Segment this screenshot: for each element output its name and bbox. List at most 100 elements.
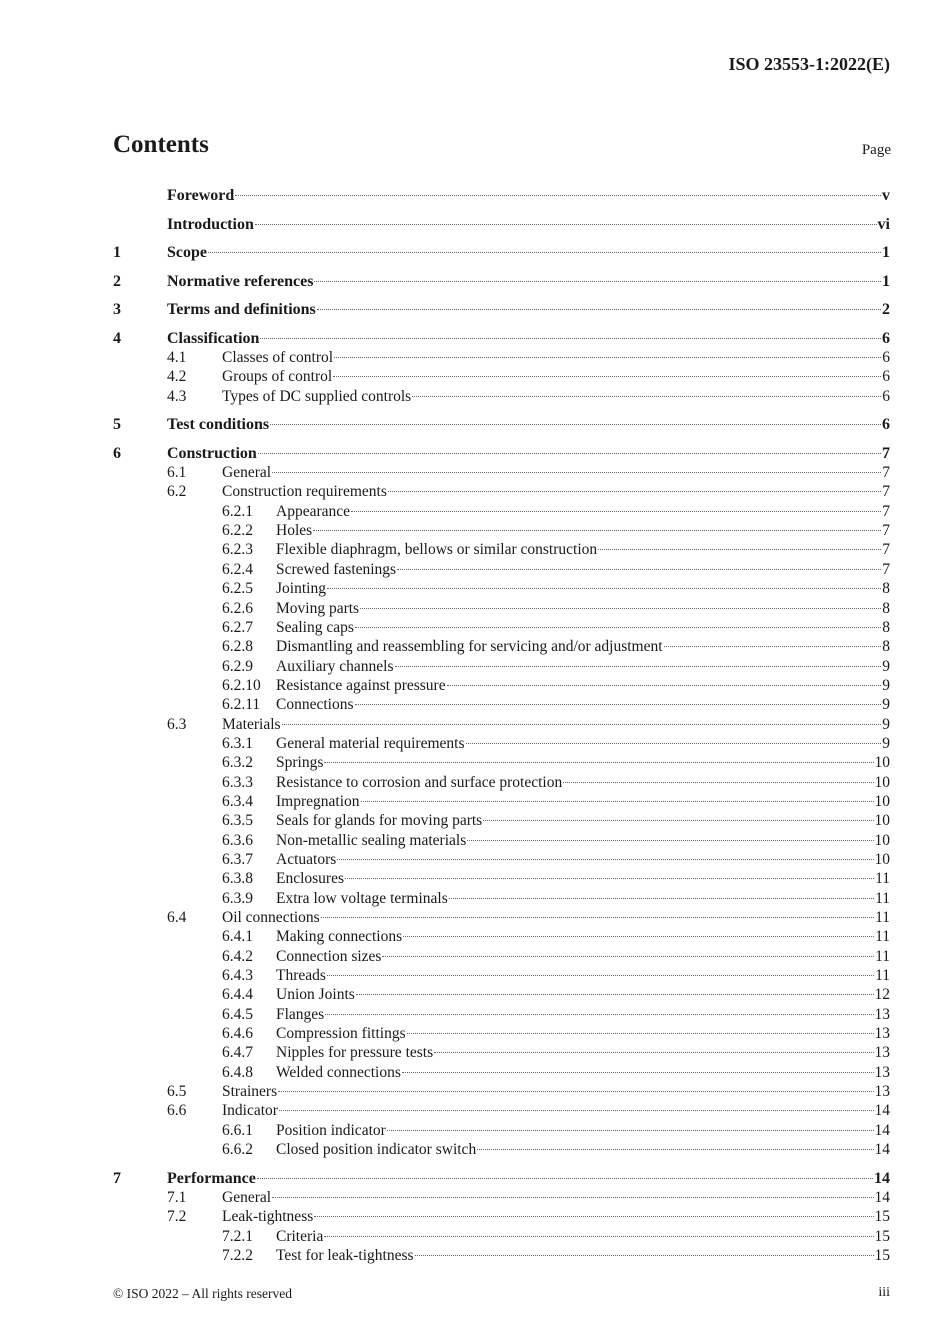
toc-entry[interactable]: 6.4.1 Making connections 11: [113, 927, 890, 946]
toc-entry[interactable]: 6.6.1 Position indicator 14: [113, 1121, 890, 1140]
toc-entry-title: Classification: [167, 329, 260, 347]
toc-entry[interactable]: 6.1 General 7: [113, 463, 890, 482]
toc-entry[interactable]: 6.3.4 Impregnation 10: [113, 792, 890, 811]
toc-entry-title: Compression fittings: [276, 1025, 406, 1043]
toc-entry[interactable]: 6.2.7 Sealing caps 8: [113, 618, 890, 637]
dot-leader: [334, 357, 882, 358]
toc-entry-page: 14: [874, 1169, 890, 1187]
copyright-notice: © ISO 2022 – All rights reserved: [113, 1286, 292, 1301]
toc-entry-title: Resistance to corrosion and surface prot…: [276, 773, 563, 791]
toc-entry[interactable]: 6.2.10 Resistance against pressure 9: [113, 676, 890, 695]
toc-entry-title: Flanges: [276, 1005, 325, 1023]
toc-entry[interactable]: 6.4.4 Union Joints 12: [113, 985, 890, 1004]
toc-entry-title: Non-metallic sealing materials: [276, 831, 467, 849]
toc-entry[interactable]: 6.4.5 Flanges 13: [113, 1005, 890, 1024]
toc-entry[interactable]: 6.4.2 Connection sizes 11: [113, 947, 890, 966]
toc-entry-title: Normative references: [167, 272, 314, 290]
dot-leader: [403, 936, 875, 938]
toc-entry[interactable]: 6.2.11 Connections 9: [113, 695, 890, 714]
toc-entry[interactable]: 4.3 Types of DC supplied controls 6: [113, 387, 890, 406]
toc-entry-number: 6.3: [167, 715, 187, 733]
toc-entry-title: Performance: [167, 1169, 256, 1187]
toc-entry[interactable]: 4 Classification 6: [113, 329, 890, 348]
toc-entry[interactable]: 7.2 Leak-tightness 15: [113, 1207, 890, 1226]
toc-entry-title: Closed position indicator switch: [276, 1141, 477, 1159]
toc-entry[interactable]: 4.2 Groups of control 6: [113, 367, 890, 386]
toc-entry[interactable]: 6.4 Oil connections 11: [113, 908, 890, 927]
toc-entry-title: Criteria: [276, 1227, 324, 1245]
toc-entry[interactable]: 7.2.1 Criteria 15: [113, 1227, 890, 1246]
dot-leader: [325, 1013, 874, 1015]
dot-leader: [320, 917, 875, 918]
toc-entry[interactable]: 6.4.8 Welded connections 13: [113, 1063, 890, 1082]
toc-entry-page: 6: [882, 368, 890, 386]
dot-leader: [465, 742, 882, 744]
toc-entry[interactable]: 6.2.1 Appearance 7: [113, 502, 890, 521]
toc-entry-title: Construction requirements: [222, 483, 387, 501]
dot-leader: [448, 897, 875, 899]
toc-entry-page: 8: [882, 580, 890, 598]
table-of-contents: Foreword v Introduction vi 1 Scope 1 2 Normative…: [113, 186, 890, 1265]
toc-entry-number: 4: [113, 329, 121, 347]
toc-entry-number: 7.2: [167, 1208, 187, 1226]
toc-entry[interactable]: 6.3.2 Springs 10: [113, 753, 890, 772]
toc-entry[interactable]: 6.2 Construction requirements 7: [113, 482, 890, 501]
toc-entry[interactable]: 6.3.5 Seals for glands for moving parts 10: [113, 811, 890, 830]
toc-entry[interactable]: 3 Terms and definitions 2: [113, 300, 890, 319]
toc-entry-title: Terms and definitions: [167, 301, 316, 319]
toc-entry[interactable]: 6.3.3 Resistance to corrosion and surface…: [113, 773, 890, 792]
toc-entry-page: 2: [882, 301, 890, 319]
toc-entry-number: 6.4.5: [222, 1005, 253, 1023]
toc-entry[interactable]: 5 Test conditions 6: [113, 415, 890, 434]
toc-entry[interactable]: 6.6 Indicator 14: [113, 1101, 890, 1120]
toc-entry[interactable]: 6.3 Materials 9: [113, 715, 890, 734]
toc-entry-page: 11: [875, 870, 890, 888]
toc-entry[interactable]: 6.2.5 Jointing 8: [113, 579, 890, 598]
toc-entry-page: 10: [874, 754, 891, 772]
toc-entry[interactable]: 6.5 Strainers 13: [113, 1082, 890, 1101]
toc-entry[interactable]: 6.2.9 Auxiliary channels 9: [113, 657, 890, 676]
toc-entry[interactable]: 7.2.2 Test for leak-tightness 15: [113, 1246, 890, 1265]
toc-entry-number: 6.4.7: [222, 1044, 253, 1062]
toc-entry[interactable]: Foreword v: [113, 186, 890, 205]
toc-entry[interactable]: 6 Construction 7: [113, 444, 890, 463]
toc-entry[interactable]: 6.2.3 Flexible diaphragm, bellows or simi…: [113, 540, 890, 559]
toc-entry[interactable]: 2 Normative references 1: [113, 272, 890, 291]
toc-entry[interactable]: 6.2.8 Dismantling and reassembling for se…: [113, 637, 890, 656]
toc-entry-page: 14: [874, 1121, 891, 1139]
toc-entry-page: 6: [882, 349, 890, 366]
toc-entry[interactable]: 6.4.3 Threads 11: [113, 966, 890, 985]
toc-entry[interactable]: 6.3.7 Actuators 10: [113, 850, 890, 869]
toc-entry[interactable]: 6.3.1 General material requirements 9: [113, 734, 890, 753]
dot-leader: [394, 665, 882, 667]
toc-entry[interactable]: 7 Performance 14: [113, 1169, 890, 1188]
toc-entry-title: Strainers: [222, 1083, 278, 1101]
toc-entry[interactable]: 6.2.4 Screwed fastenings 7: [113, 560, 890, 579]
dot-leader: [278, 1091, 874, 1093]
toc-entry-page: 14: [874, 1189, 891, 1206]
toc-entry-number: 6.3.1: [222, 734, 253, 752]
toc-entry[interactable]: 6.3.9 Extra low voltage terminals 11: [113, 889, 890, 908]
toc-entry-page: vi: [877, 215, 890, 233]
toc-entry[interactable]: 6.6.2 Closed position indicator switch 14: [113, 1140, 890, 1159]
toc-entry-title: Union Joints: [276, 986, 355, 1004]
toc-entry[interactable]: 7.1 General 14: [113, 1188, 890, 1207]
toc-entry[interactable]: 6.3.6 Non-metallic sealing materials 10: [113, 831, 890, 850]
toc-entry[interactable]: 4.1 Classes of control 6: [113, 348, 890, 367]
toc-entry[interactable]: Introduction vi: [113, 215, 890, 234]
toc-entry-title: Dismantling and reassembling for servici…: [276, 638, 663, 656]
toc-entry-title: Impregnation: [276, 792, 360, 810]
dot-leader: [483, 820, 874, 822]
toc-entry[interactable]: 1 Scope 1: [113, 243, 890, 262]
toc-entry-title: Enclosures: [276, 870, 345, 888]
toc-entry[interactable]: 6.2.2 Holes 7: [113, 521, 890, 540]
toc-entry[interactable]: 6.4.7 Nipples for pressure tests 13: [113, 1043, 890, 1062]
toc-entry-number: 6.2.11: [222, 696, 261, 714]
toc-entry[interactable]: 6.2.6 Moving parts 8: [113, 599, 890, 618]
toc-entry-number: 6.3.5: [222, 812, 253, 830]
toc-entry-title: Appearance: [276, 502, 351, 520]
toc-entry[interactable]: 6.3.8 Enclosures 11: [113, 869, 890, 888]
toc-entry[interactable]: 6.4.6 Compression fittings 13: [113, 1024, 890, 1043]
document-id: ISO 23553-1:2022(E): [728, 54, 891, 74]
dot-leader: [382, 955, 875, 957]
